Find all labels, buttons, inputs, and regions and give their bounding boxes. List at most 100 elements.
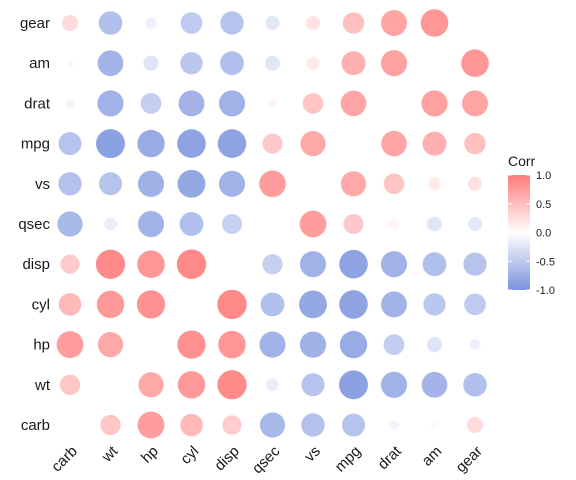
y-tick-label-drat: drat bbox=[24, 95, 51, 112]
corr-point-mpg-cyl bbox=[177, 129, 206, 158]
corr-point-vs-qsec bbox=[259, 170, 286, 198]
corr-point-carb-drat bbox=[389, 420, 399, 430]
corr-point-cyl-carb bbox=[58, 293, 82, 316]
corr-point-am-carb bbox=[66, 59, 74, 67]
legend-tick-label: 1.0 bbox=[536, 170, 551, 182]
corr-point-mpg-drat bbox=[381, 130, 407, 157]
corr-point-gear-disp bbox=[220, 11, 244, 35]
corr-point-cyl-disp bbox=[217, 289, 247, 320]
corr-point-cyl-wt bbox=[96, 290, 125, 319]
corr-point-hp-carb bbox=[56, 331, 84, 359]
corr-point-cyl-qsec bbox=[260, 292, 285, 317]
corr-point-disp-carb bbox=[60, 254, 80, 274]
corr-point-qsec-mpg bbox=[343, 213, 364, 235]
corr-point-drat-gear bbox=[462, 90, 488, 117]
corr-point-drat-am bbox=[421, 90, 448, 117]
corr-point-disp-hp bbox=[137, 250, 165, 278]
corr-point-vs-disp bbox=[218, 170, 246, 197]
corr-point-drat-wt bbox=[97, 90, 124, 117]
corr-point-hp-drat bbox=[383, 334, 405, 355]
y-tick-label-cyl: cyl bbox=[32, 296, 50, 313]
corr-point-vs-carb bbox=[58, 172, 82, 196]
corr-point-gear-drat bbox=[381, 10, 407, 36]
corr-point-vs-wt bbox=[99, 172, 122, 196]
y-tick-label-gear: gear bbox=[20, 15, 50, 32]
legend-title: Corr bbox=[508, 153, 536, 169]
corr-point-cyl-gear bbox=[464, 293, 486, 316]
y-tick-label-disp: disp bbox=[22, 256, 50, 273]
corr-point-drat-vs bbox=[302, 93, 324, 114]
x-tick-label-qsec: qsec bbox=[249, 442, 284, 477]
corr-point-carb-am bbox=[430, 421, 439, 429]
corr-point-cyl-mpg bbox=[339, 290, 368, 319]
corr-point-mpg-carb bbox=[58, 132, 82, 156]
corr-point-mpg-disp bbox=[217, 129, 247, 158]
corr-point-am-drat bbox=[380, 50, 408, 77]
corr-point-cyl-drat bbox=[381, 291, 407, 318]
corr-point-drat-carb bbox=[65, 98, 75, 109]
corr-point-carb-hp bbox=[137, 411, 165, 439]
corr-point-hp-qsec bbox=[259, 331, 286, 358]
corr-point-qsec-gear bbox=[467, 216, 483, 232]
corr-point-hp-disp bbox=[218, 330, 246, 359]
corr-point-vs-cyl bbox=[177, 169, 206, 198]
corr-point-carb-disp bbox=[222, 415, 242, 435]
corr-point-mpg-vs bbox=[300, 131, 326, 157]
x-tick-label-mpg: mpg bbox=[332, 443, 365, 476]
corr-point-qsec-carb bbox=[57, 211, 83, 237]
corr-point-hp-vs bbox=[299, 331, 327, 358]
corr-point-vs-drat bbox=[383, 173, 405, 195]
corr-point-disp-am bbox=[422, 252, 447, 277]
corr-point-carb-qsec bbox=[259, 412, 286, 438]
corr-point-wt-hp bbox=[138, 372, 164, 398]
corr-point-wt-disp bbox=[217, 370, 247, 400]
corr-point-disp-wt bbox=[95, 249, 126, 279]
legend-tick-label: -0.5 bbox=[536, 256, 555, 268]
y-tick-label-am: am bbox=[29, 55, 50, 72]
corr-point-wt-am bbox=[421, 371, 448, 398]
y-tick-label-carb: carb bbox=[21, 417, 50, 434]
corr-point-wt-cyl bbox=[177, 371, 206, 399]
legend-ticks: 1.0 0.5 0.0 -0.5 -1.0 bbox=[508, 170, 555, 297]
x-tick-label-am: am bbox=[419, 443, 446, 470]
corr-point-carb-gear bbox=[466, 416, 484, 434]
corr-point-cyl-am bbox=[423, 293, 446, 316]
corr-point-gear-wt bbox=[98, 11, 123, 35]
corr-point-drat-disp bbox=[218, 90, 246, 117]
y-tick-label-qsec: qsec bbox=[18, 216, 50, 233]
corr-point-carb-vs bbox=[301, 413, 325, 437]
legend: Corr 1.0 0.5 0.0 -0.5 -1.0 bbox=[508, 153, 555, 297]
y-tick-label-vs: vs bbox=[35, 176, 50, 193]
corr-point-qsec-wt bbox=[104, 217, 117, 231]
corr-point-disp-qsec bbox=[262, 254, 283, 275]
legend-tick-label: 0.0 bbox=[536, 228, 551, 240]
corr-point-am-vs bbox=[306, 56, 320, 70]
corr-point-gear-am bbox=[420, 9, 449, 37]
corr-point-hp-gear bbox=[469, 339, 481, 351]
corr-point-drat-mpg bbox=[340, 90, 367, 117]
corr-point-am-hp bbox=[143, 55, 159, 71]
corr-point-qsec-disp bbox=[221, 213, 243, 235]
x-tick-label-wt: wt bbox=[98, 442, 122, 466]
corr-point-disp-cyl bbox=[176, 249, 207, 279]
plot-area bbox=[56, 9, 489, 439]
corr-point-am-cyl bbox=[180, 52, 203, 75]
corr-point-am-gear bbox=[461, 49, 489, 77]
corr-point-am-qsec bbox=[265, 55, 280, 71]
x-tick-label-hp: hp bbox=[138, 443, 162, 467]
corr-point-cyl-hp bbox=[136, 290, 166, 319]
corr-point-vs-mpg bbox=[340, 171, 367, 197]
corr-point-hp-mpg bbox=[339, 330, 368, 359]
corr-point-am-wt bbox=[97, 50, 124, 77]
x-axis: carb wt hp cyl disp qsec vs mpg drat am gear bbox=[48, 442, 486, 477]
corr-point-hp-wt bbox=[97, 332, 124, 358]
corr-point-am-mpg bbox=[341, 51, 366, 76]
corr-point-drat-cyl bbox=[178, 90, 205, 117]
corr-point-vs-hp bbox=[137, 170, 165, 197]
x-tick-label-carb: carb bbox=[48, 443, 81, 476]
corr-point-qsec-hp bbox=[137, 210, 165, 238]
corr-point-gear-carb bbox=[61, 14, 79, 32]
corr-point-disp-vs bbox=[299, 251, 327, 278]
corr-point-gear-cyl bbox=[180, 12, 203, 34]
